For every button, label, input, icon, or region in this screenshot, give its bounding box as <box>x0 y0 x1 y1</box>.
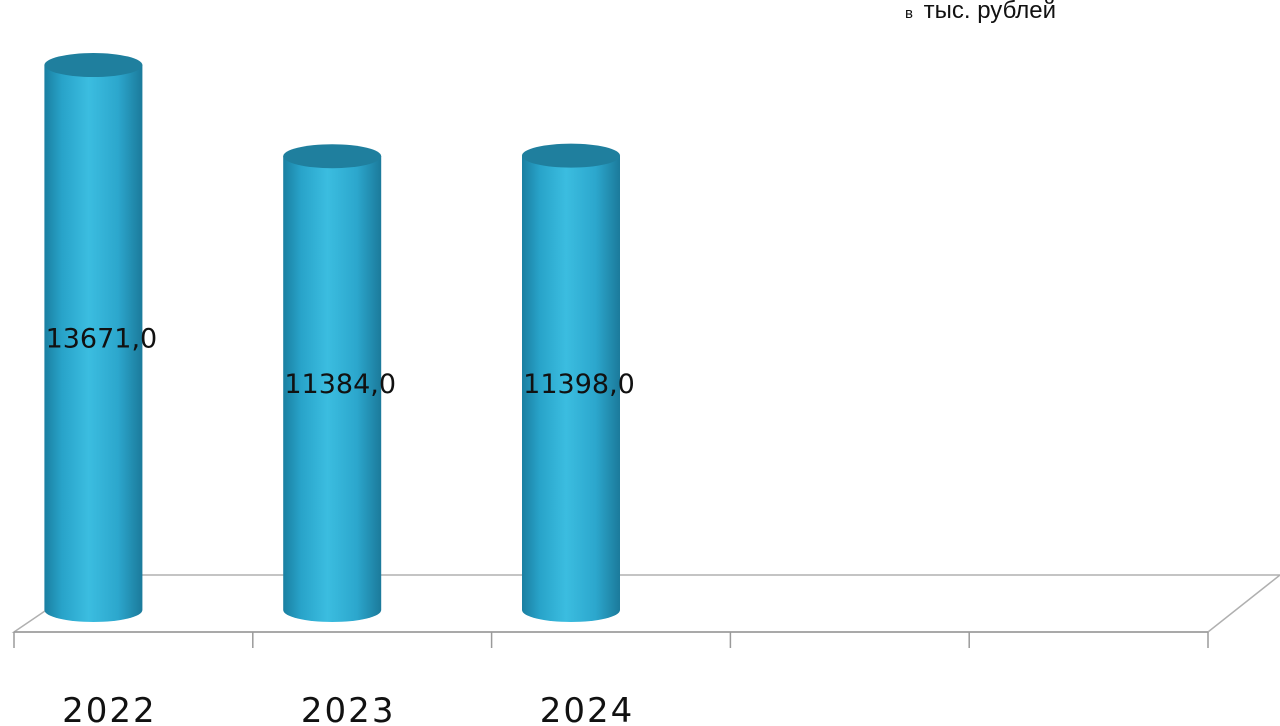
x-tick-label: 2023 <box>301 691 396 726</box>
x-axis-tick-labels: 2022 2023 2024 <box>62 691 635 726</box>
x-tick-label: 2022 <box>62 691 157 726</box>
value-label: 11398,0 <box>523 369 635 400</box>
bar <box>283 144 382 622</box>
unit-label-text: тыс. рублей <box>924 0 1056 24</box>
bar-top <box>44 53 143 78</box>
bars <box>44 53 620 622</box>
value-labels: 13671,0 11384,0 11398,0 <box>46 324 635 401</box>
chart-floor <box>11 574 1280 633</box>
value-label: 11384,0 <box>284 369 396 400</box>
value-label: 13671,0 <box>46 324 158 355</box>
bar-body <box>44 65 143 622</box>
unit-label: в тыс. рублей <box>905 0 1056 24</box>
bar-top <box>522 143 620 168</box>
bar-top <box>283 144 382 169</box>
unit-label-prefix: в <box>905 5 913 22</box>
bar-body <box>522 155 620 622</box>
bar-body <box>283 156 382 622</box>
x-tick-label: 2024 <box>540 691 635 726</box>
bar <box>44 53 143 622</box>
bar <box>522 143 620 622</box>
x-axis-ticks <box>13 632 1209 648</box>
